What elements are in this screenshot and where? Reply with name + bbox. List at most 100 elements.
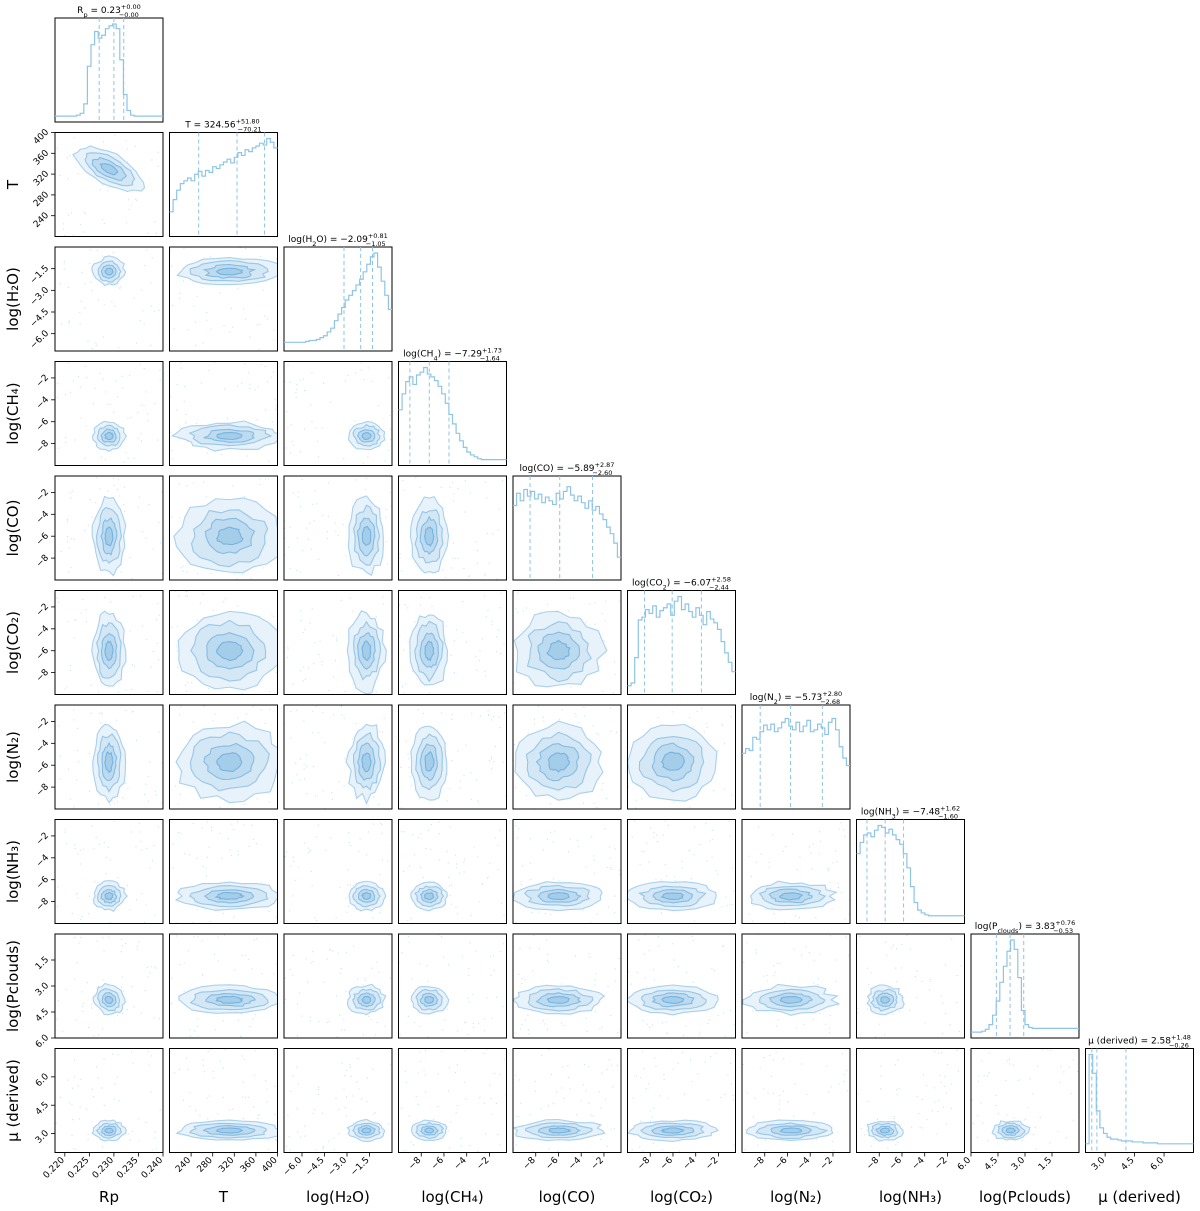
sample-dot [140,840,142,843]
sample-dot [267,478,270,480]
sample-dot [412,834,414,836]
sample-dot [219,806,221,809]
contour-panel-CO2-N2 [627,704,736,810]
sample-dot [155,967,157,969]
sample-dot [503,914,505,917]
sample-dot [77,892,79,894]
sample-dot [270,376,272,378]
sample-dot [71,1103,73,1105]
sample-dot [859,935,861,937]
sample-dot [678,1150,680,1152]
sample-dot [120,286,122,288]
sample-dot [937,1110,939,1113]
sample-dot [514,787,517,789]
sample-dot [311,372,313,374]
sample-dot [843,1080,846,1083]
sample-dot [729,835,731,837]
sample-dot [296,537,299,539]
sample-dot [349,884,352,886]
sample-dot [431,605,433,607]
sample-dot [146,249,148,251]
sample-dot [378,971,380,973]
sample-dot [146,413,149,415]
sample-dot [755,949,757,951]
sample-dot [177,666,179,669]
sample-dot [831,908,833,910]
sample-dot [546,1028,548,1031]
sample-dot [159,1109,161,1111]
sample-dot [971,1099,973,1101]
sample-dot [894,1064,896,1066]
sample-dot [379,822,382,824]
sample-dot [588,953,590,955]
contour-frame [627,1048,736,1153]
contour-panel-H2O-NH3 [283,819,393,924]
sample-dot [105,391,107,393]
sample-dot [297,496,299,498]
sample-dot [289,968,291,971]
sample-dot [269,708,271,710]
sample-dot [321,664,323,666]
sample-dot [129,556,131,558]
sample-dot [711,968,713,970]
contour-panel-CO2-Pclouds [627,933,736,1039]
sample-dot [311,732,314,734]
sample-dot [731,794,733,796]
sample-dot [312,710,314,712]
sample-dot [681,1051,683,1054]
x-tick-label: 0.230 [91,1155,116,1180]
sample-dot [583,1063,586,1066]
sample-dot [449,787,451,790]
y-tick-label: 360 [32,148,51,167]
sample-dot [582,1084,585,1086]
sample-dot [632,1097,634,1099]
sample-dot [468,975,470,977]
contour-level [424,995,435,1004]
sample-dot [486,877,488,879]
sample-dot [610,1014,612,1017]
sample-dot [517,837,519,839]
sample-dot [284,855,286,858]
sample-dot [550,913,552,915]
sample-dot [206,1097,208,1099]
sample-dot [808,846,811,848]
sample-dot [371,381,373,383]
sample-dot [117,1054,119,1056]
sample-dot [609,857,611,859]
sample-dot [352,683,354,685]
sample-dot [345,1096,348,1098]
sample-dot [646,1023,648,1025]
sample-dot [530,879,532,881]
sample-dot [936,1133,938,1135]
sample-dot [777,1019,779,1021]
sample-dot [311,420,313,422]
sample-dot [80,936,82,938]
sample-dot [352,1095,354,1097]
sample-dot [339,972,341,974]
sample-dot [590,1114,592,1117]
sample-dot [193,936,195,938]
sample-dot [115,719,118,721]
sample-dot [886,954,888,957]
sample-dot [121,1012,124,1015]
y-tick-label: −6 [35,760,52,777]
sample-dot [818,853,821,855]
sample-dot [82,1010,84,1012]
sample-dot [95,342,97,344]
sample-dot [589,956,591,958]
sample-dot [150,666,152,668]
sample-dot [763,975,765,977]
sample-dot [79,849,81,851]
sample-dot [896,1094,898,1096]
contour-level [547,752,571,773]
sample-dot [407,607,409,609]
sample-dot [496,996,498,998]
sample-dot [901,943,903,945]
y-tick-label: −8 [35,782,52,799]
sample-dot [302,550,304,552]
sample-dot [666,875,668,877]
sample-dot [893,1117,895,1120]
sample-dot [74,439,76,441]
sample-dot [221,857,223,859]
